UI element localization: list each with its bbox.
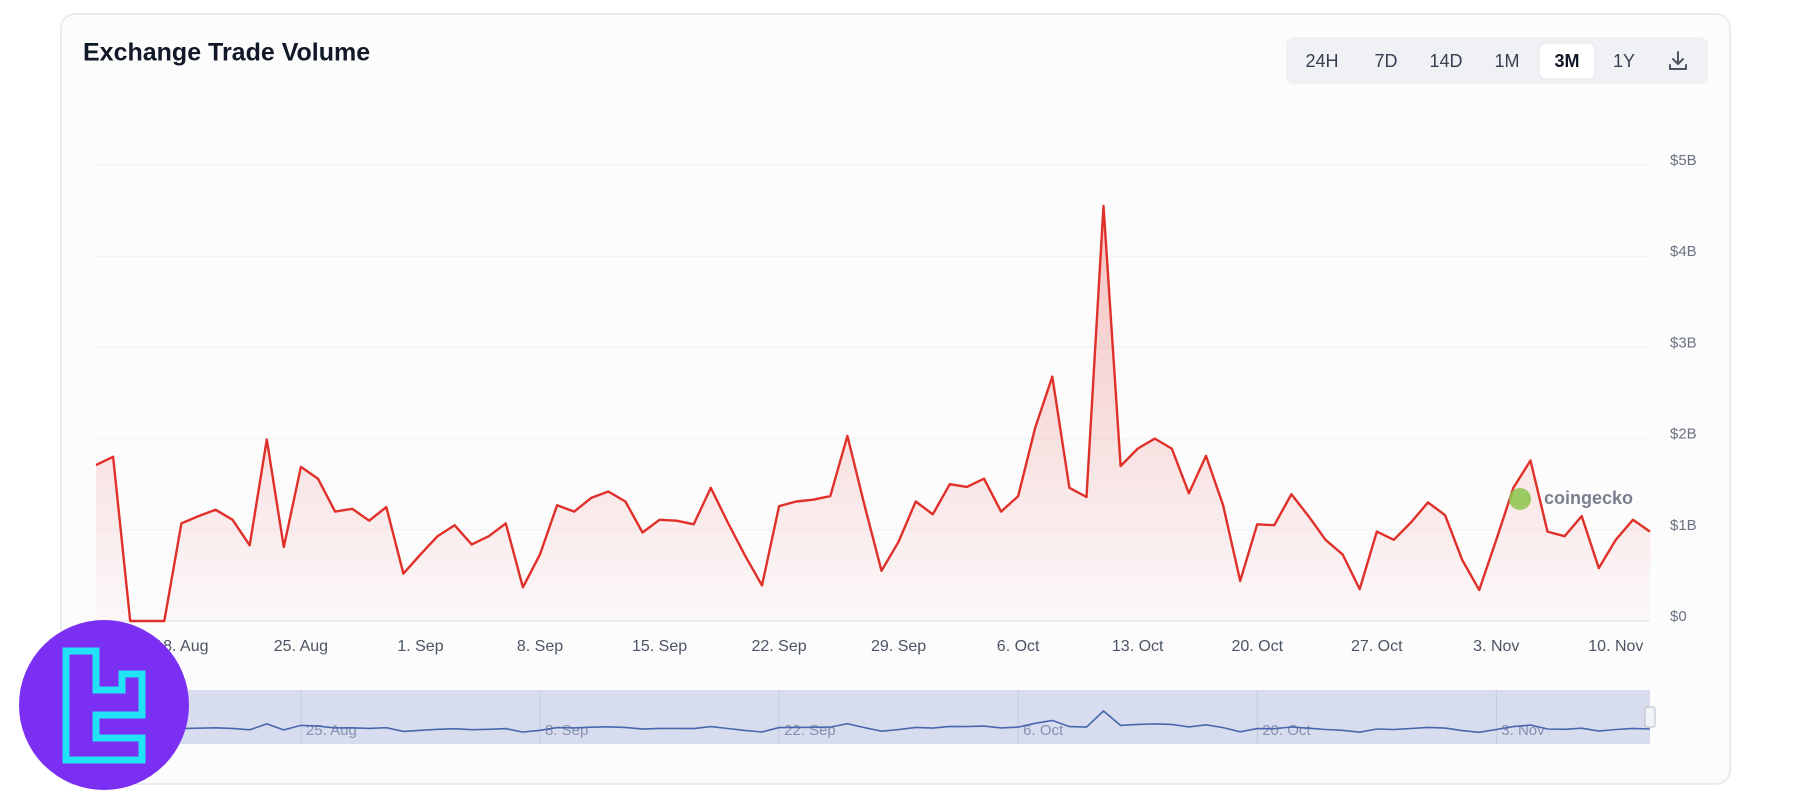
x-tick-label: 10. Nov: [1588, 638, 1643, 655]
download-icon: [1669, 51, 1687, 70]
navigator-line: [95, 709, 1651, 735]
range-button-active: [1538, 42, 1596, 80]
x-tick-label: 15. Sep: [632, 638, 687, 655]
x-tick-label: 25. Aug: [274, 638, 328, 655]
navigator-label: 8. Sep: [545, 722, 588, 739]
range-button-label: 1M: [1494, 51, 1519, 71]
logo: [19, 620, 189, 790]
range-button-label: 3M: [1554, 51, 1579, 71]
navigator-handle[interactable]: [1644, 706, 1656, 728]
range-button[interactable]: 7D: [1374, 51, 1397, 71]
x-tick-label: 29. Sep: [871, 638, 926, 655]
logo-mark: [62, 647, 146, 764]
y-tick-label: $2B: [1670, 426, 1697, 443]
line-series: [95, 204, 1651, 623]
navigator-label: 6. Oct: [1023, 722, 1064, 739]
x-tick-label: 20. Oct: [1231, 638, 1283, 655]
range-button[interactable]: 1M: [1494, 51, 1519, 71]
x-tick-label: 8. Sep: [517, 638, 563, 655]
x-tick-label: 1. Sep: [397, 638, 443, 655]
navigator-label: 3. Nov: [1501, 722, 1545, 739]
logo-circle: [19, 620, 189, 790]
y-tick-label: $3B: [1670, 334, 1697, 351]
download-button[interactable]: [1669, 51, 1687, 70]
range-button[interactable]: 14D: [1429, 51, 1462, 71]
navigator-label: 20. Oct: [1262, 722, 1311, 739]
range-button[interactable]: 3M: [1538, 42, 1596, 80]
x-tick-label: 13. Oct: [1112, 638, 1164, 655]
x-tick-label: 27. Oct: [1351, 638, 1403, 655]
watermark-icon: [1509, 488, 1531, 510]
range-button-label: 14D: [1429, 51, 1462, 71]
y-tick-label: $5B: [1670, 152, 1697, 169]
range-button-label: 1Y: [1613, 51, 1635, 71]
navigator-label: 22. Sep: [784, 722, 836, 739]
y-tick-label: $4B: [1670, 243, 1697, 260]
navigator: [96, 690, 1650, 744]
range-toolbar: [1286, 37, 1708, 84]
range-button[interactable]: 1Y: [1613, 51, 1635, 71]
range-button[interactable]: 24H: [1305, 51, 1338, 71]
x-tick-label: 22. Sep: [751, 638, 806, 655]
navigator-label: 25. Aug: [306, 722, 357, 739]
range-button-label: 7D: [1374, 51, 1397, 71]
chart-title: Exchange Trade Volume: [83, 39, 370, 67]
watermark: coingecko: [1544, 488, 1633, 508]
x-tick-label: 3. Nov: [1473, 638, 1519, 655]
card: [60, 13, 1731, 785]
x-tick-label: 6. Oct: [997, 638, 1040, 655]
y-tick-label: $1B: [1670, 517, 1697, 534]
range-button-label: 24H: [1305, 51, 1338, 71]
y-tick-label: $0: [1670, 608, 1687, 625]
